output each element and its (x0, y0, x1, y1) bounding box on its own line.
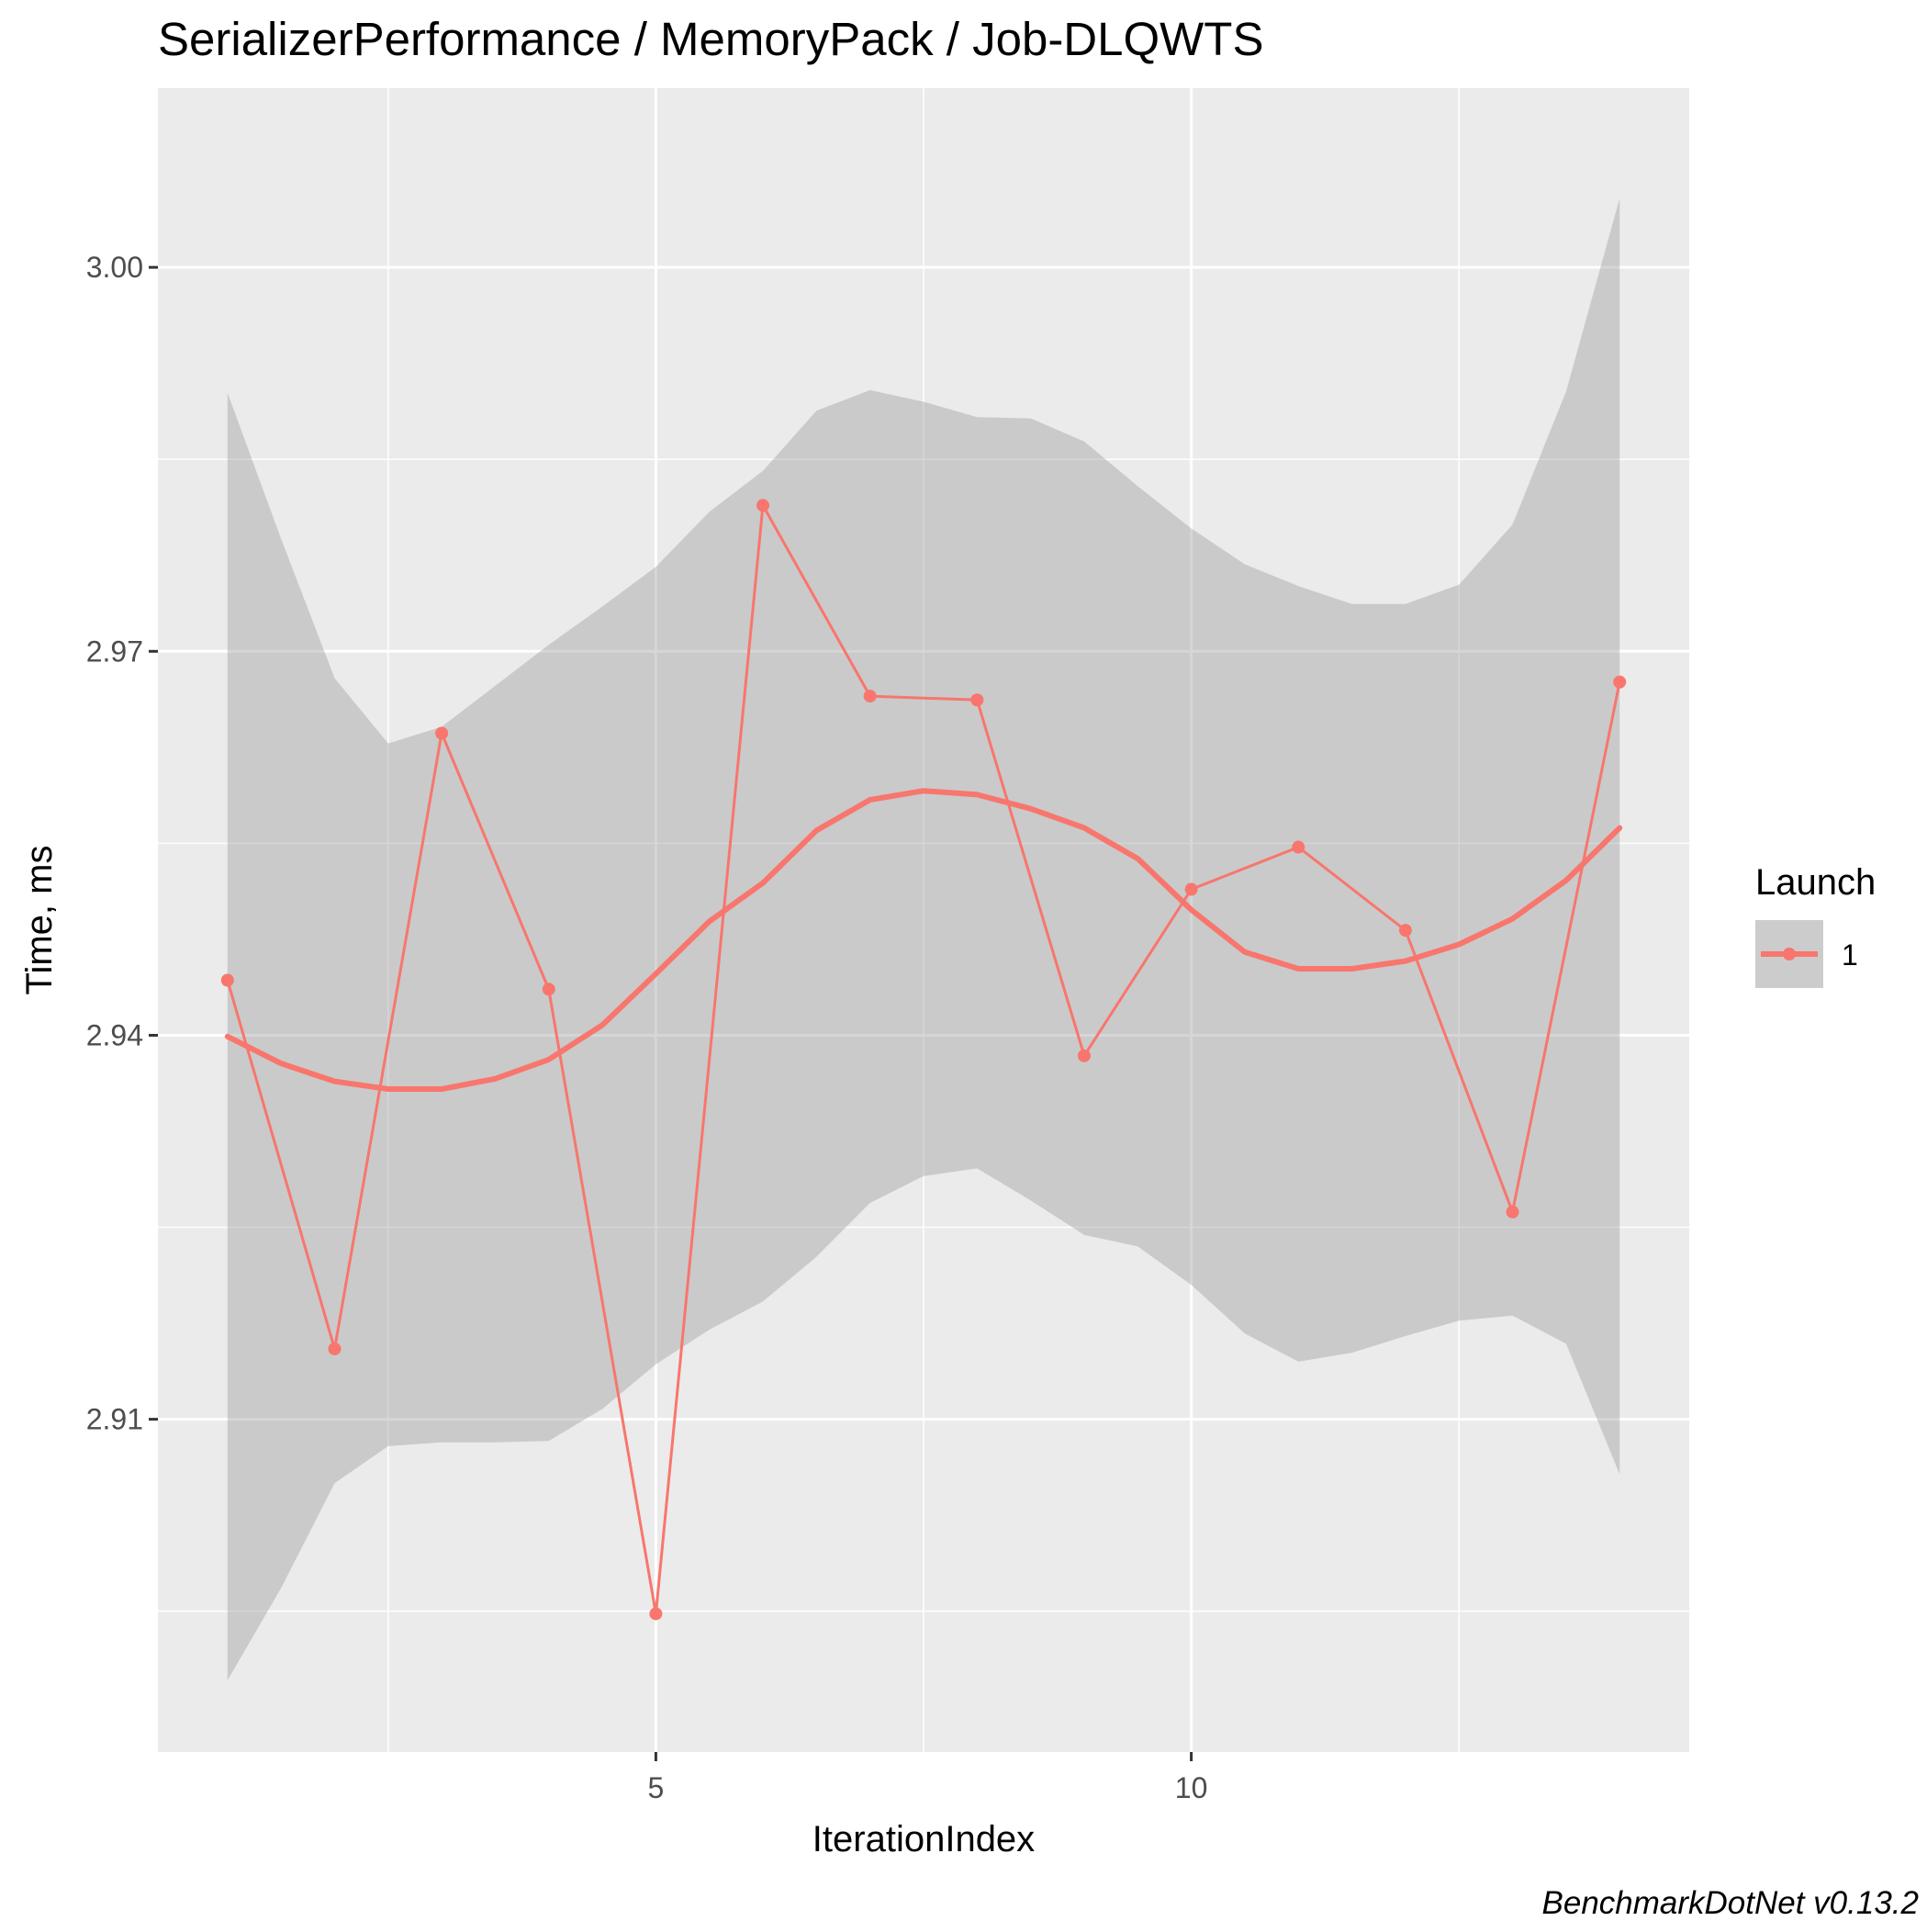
data-point (1613, 675, 1627, 689)
smooth-layer (224, 788, 1623, 1092)
y-tick-label: 3.00 (86, 251, 143, 284)
data-point (756, 499, 770, 512)
major-gridlines (158, 88, 1689, 1752)
data-point (435, 726, 449, 740)
y-tick-label: 2.91 (86, 1403, 143, 1436)
data-point (328, 1342, 342, 1355)
series-layer (220, 499, 1627, 1621)
data-point (1184, 882, 1198, 896)
confidence-band (227, 197, 1620, 1680)
data-point (649, 1607, 663, 1621)
x-tick-label: 10 (1175, 1771, 1208, 1804)
x-axis: 5 10 (647, 1752, 1207, 1804)
legend-label: 1 (1842, 938, 1858, 972)
data-point (1077, 1049, 1091, 1062)
data-point (542, 983, 555, 996)
x-axis-title: IterationIndex (812, 1819, 1035, 1859)
minor-gridlines (158, 88, 1689, 1752)
y-axis: 2.91 2.94 2.97 3.00 (86, 251, 158, 1436)
smooth-line (224, 788, 1623, 1092)
data-point (1398, 924, 1412, 938)
data-point (1506, 1205, 1519, 1219)
series-line (226, 503, 1621, 1615)
data-point (220, 973, 234, 987)
x-tick-label: 5 (647, 1771, 664, 1804)
legend-key-point (1783, 948, 1796, 960)
data-point (863, 690, 877, 703)
legend-title: Launch (1755, 862, 1876, 903)
y-tick-label: 2.97 (86, 635, 143, 668)
data-point (1292, 840, 1305, 854)
y-axis-title: Time, ms (19, 846, 60, 995)
confidence-band-layer (227, 197, 1620, 1680)
caption: BenchmarkDotNet v0.13.2 (1542, 1885, 1919, 1921)
data-point (970, 693, 984, 707)
y-tick-label: 2.94 (86, 1018, 143, 1051)
chart-title: SerializerPerformance / MemoryPack / Job… (158, 13, 1263, 65)
legend: Launch 1 (1755, 862, 1876, 988)
